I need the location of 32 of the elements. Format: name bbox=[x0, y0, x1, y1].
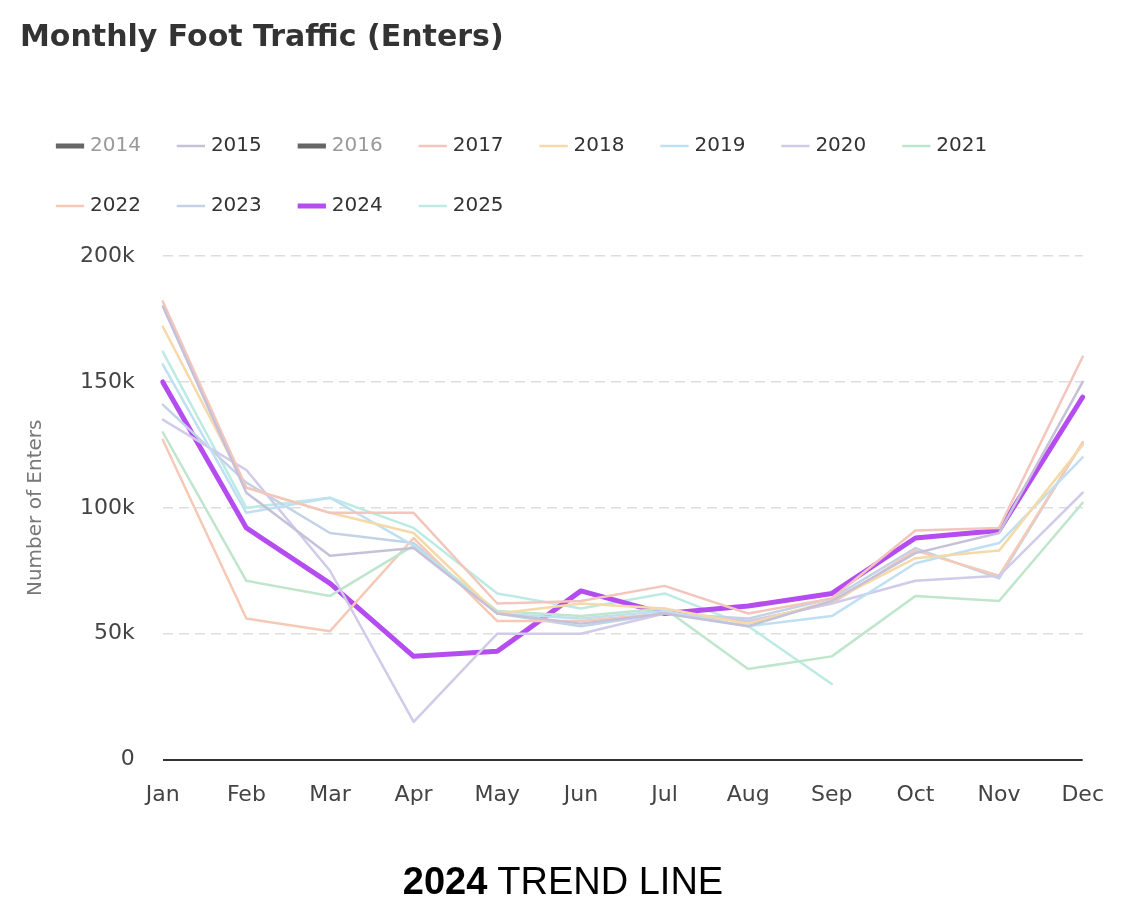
x-tick-label: May bbox=[474, 780, 521, 806]
y-tick-label: 0 bbox=[120, 745, 135, 771]
x-tick-label: Jan bbox=[143, 780, 180, 806]
x-tick-label: Dec bbox=[1061, 780, 1104, 806]
y-tick-label: 150k bbox=[80, 367, 135, 393]
x-tick-label: Jul bbox=[649, 780, 678, 806]
text: 2024 TREND LINE bbox=[401, 860, 725, 903]
legend-label: 2022 bbox=[90, 192, 141, 217]
chart-title: Monthly Foot Traffic (Enters) bbox=[20, 17, 504, 53]
legend-label: 2015 bbox=[210, 132, 262, 157]
x-tick-label: Apr bbox=[394, 780, 434, 806]
legend-label: 2020 bbox=[815, 132, 867, 157]
x-tick-label: Oct bbox=[896, 780, 935, 806]
legend-label: 2017 bbox=[452, 132, 504, 157]
legend-label: 2019 bbox=[694, 132, 746, 157]
legend-label: 2016 bbox=[331, 132, 383, 157]
x-tick-label: Jun bbox=[561, 780, 599, 806]
y-axis-title: Number of Enters bbox=[22, 419, 47, 597]
x-tick-label: Aug bbox=[726, 780, 770, 806]
legend-label: 2023 bbox=[210, 192, 262, 217]
x-tick-label: Sep bbox=[811, 780, 853, 806]
y-tick-label: 50k bbox=[94, 619, 135, 645]
legend-label: 2014 bbox=[90, 132, 141, 157]
y-tick-label: 200k bbox=[80, 241, 135, 267]
legend-label: 2021 bbox=[936, 132, 988, 157]
legend-label: 2024 bbox=[331, 192, 383, 217]
y-tick-label: 100k bbox=[80, 493, 135, 519]
legend-label: 2018 bbox=[573, 132, 625, 157]
legend-label: 2025 bbox=[452, 192, 504, 217]
x-tick-label: Feb bbox=[226, 780, 266, 806]
x-tick-label: Mar bbox=[309, 780, 352, 806]
x-tick-label: Nov bbox=[977, 780, 1021, 806]
